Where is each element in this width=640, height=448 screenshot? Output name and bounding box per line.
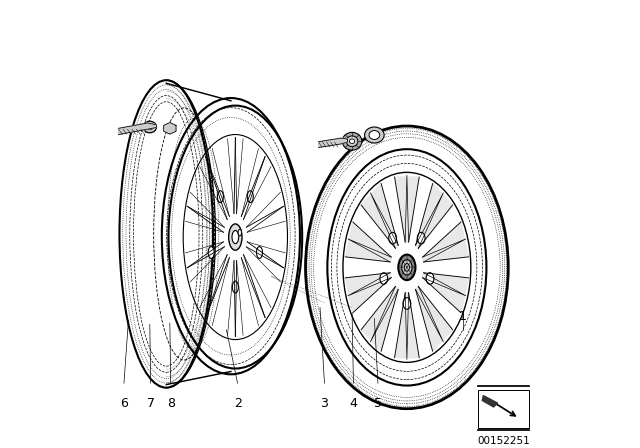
Text: 2: 2 bbox=[234, 396, 241, 409]
Polygon shape bbox=[395, 177, 419, 242]
Text: 7: 7 bbox=[147, 396, 155, 409]
Ellipse shape bbox=[208, 246, 214, 258]
Ellipse shape bbox=[388, 233, 397, 244]
Polygon shape bbox=[361, 286, 398, 351]
Ellipse shape bbox=[417, 233, 425, 244]
Polygon shape bbox=[118, 123, 156, 134]
Polygon shape bbox=[422, 273, 468, 313]
Ellipse shape bbox=[402, 260, 412, 275]
Ellipse shape bbox=[349, 139, 355, 143]
Polygon shape bbox=[319, 138, 348, 147]
Ellipse shape bbox=[404, 263, 410, 271]
Ellipse shape bbox=[232, 281, 238, 293]
Polygon shape bbox=[415, 286, 452, 351]
Ellipse shape bbox=[232, 230, 239, 244]
Text: 3: 3 bbox=[321, 396, 328, 409]
Ellipse shape bbox=[365, 127, 384, 143]
Polygon shape bbox=[422, 222, 468, 262]
Ellipse shape bbox=[369, 130, 380, 139]
Text: 5: 5 bbox=[374, 396, 382, 409]
Ellipse shape bbox=[247, 191, 253, 202]
Text: 8: 8 bbox=[167, 396, 175, 409]
Ellipse shape bbox=[342, 132, 362, 150]
Ellipse shape bbox=[398, 254, 415, 280]
Ellipse shape bbox=[218, 191, 223, 202]
Text: 1: 1 bbox=[459, 310, 467, 323]
Ellipse shape bbox=[228, 224, 242, 250]
Polygon shape bbox=[345, 222, 391, 262]
Ellipse shape bbox=[166, 125, 173, 131]
Ellipse shape bbox=[257, 246, 262, 258]
Polygon shape bbox=[483, 396, 498, 407]
Ellipse shape bbox=[380, 273, 388, 284]
Polygon shape bbox=[415, 184, 452, 248]
Text: 4: 4 bbox=[349, 396, 357, 409]
Bar bbox=[478, 390, 529, 428]
Ellipse shape bbox=[238, 229, 241, 236]
Ellipse shape bbox=[147, 124, 153, 129]
Ellipse shape bbox=[403, 297, 411, 309]
Text: 00152251: 00152251 bbox=[477, 436, 530, 446]
Ellipse shape bbox=[346, 136, 358, 146]
Ellipse shape bbox=[143, 121, 156, 133]
Polygon shape bbox=[395, 293, 419, 358]
Polygon shape bbox=[345, 273, 391, 313]
Text: 6: 6 bbox=[120, 396, 128, 409]
Polygon shape bbox=[164, 123, 176, 134]
Polygon shape bbox=[361, 184, 398, 248]
Ellipse shape bbox=[426, 273, 434, 284]
